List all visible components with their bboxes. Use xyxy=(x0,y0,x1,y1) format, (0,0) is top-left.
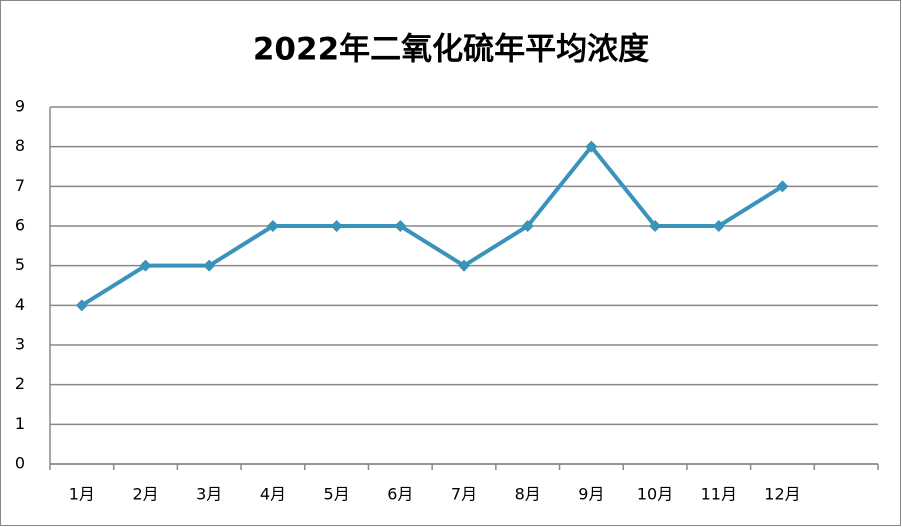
x-tick-label: 1月 xyxy=(69,485,95,504)
x-tick-label: 6月 xyxy=(387,485,413,504)
y-tick-label: 9 xyxy=(15,97,25,116)
marker xyxy=(330,220,343,232)
marker xyxy=(139,259,152,272)
x-tick-label: 2月 xyxy=(132,485,158,504)
y-tick-label: 8 xyxy=(15,136,25,155)
x-tick-label: 9月 xyxy=(578,485,604,504)
marker xyxy=(394,220,407,232)
marker xyxy=(776,180,789,193)
x-tick-label: 8月 xyxy=(515,485,541,504)
chart-title: 2022年二氧化硫年平均浓度 xyxy=(253,32,649,68)
x-tick-label: 11月 xyxy=(701,485,737,504)
y-tick-label: 3 xyxy=(15,335,25,354)
y-tick-label: 4 xyxy=(15,295,25,314)
y-tick-label: 5 xyxy=(15,255,25,274)
y-tick-label: 1 xyxy=(15,414,25,433)
x-tick-label: 7月 xyxy=(451,485,477,504)
y-tick-label: 6 xyxy=(15,216,25,235)
x-tick-label: 3月 xyxy=(196,485,222,504)
marker xyxy=(521,220,534,232)
x-tick-label: 12月 xyxy=(764,485,800,504)
x-tick-label: 5月 xyxy=(324,485,350,504)
marker xyxy=(266,220,279,232)
y-tick-label: 0 xyxy=(15,454,25,473)
x-tick-label: 10月 xyxy=(637,485,673,504)
marker xyxy=(75,299,88,312)
y-tick-label: 7 xyxy=(15,176,25,195)
line xyxy=(80,144,784,308)
y-tick-label: 2 xyxy=(15,374,25,393)
marker xyxy=(458,259,470,272)
marker xyxy=(649,220,662,232)
x-tick-label: 4月 xyxy=(260,485,286,504)
marker xyxy=(203,259,216,272)
marker xyxy=(585,140,598,153)
marker xyxy=(712,220,725,232)
